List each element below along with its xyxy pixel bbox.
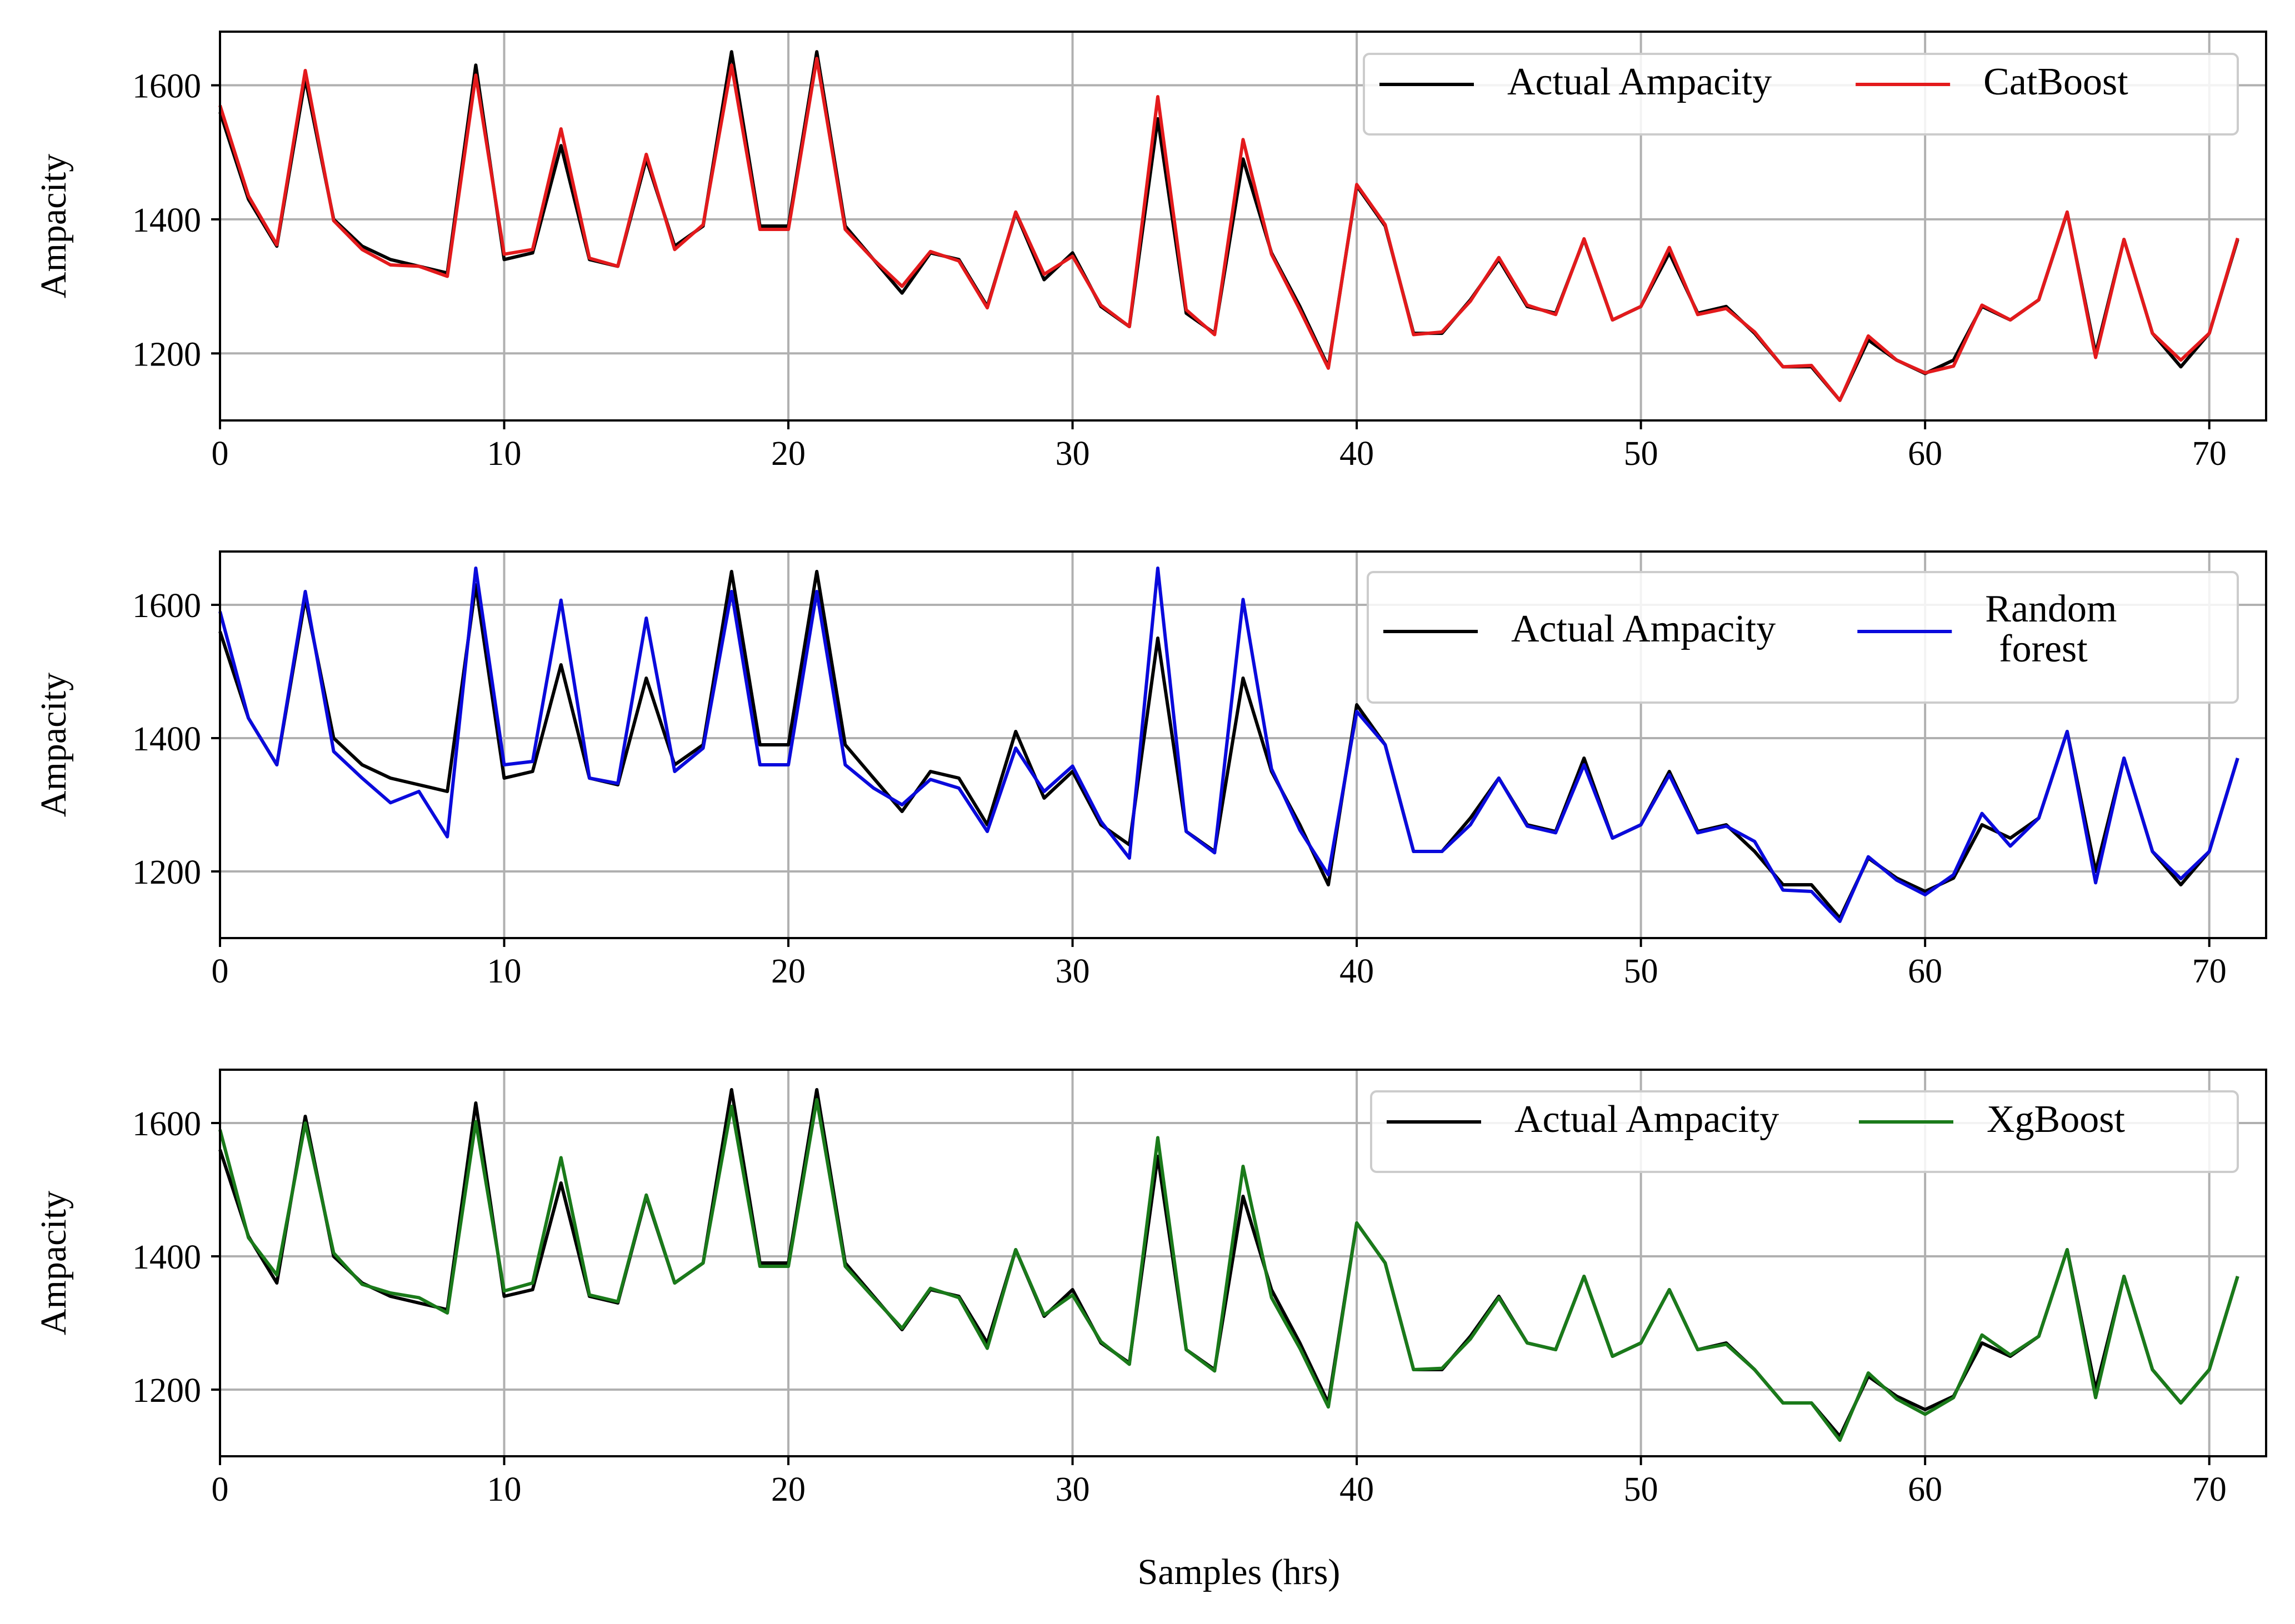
x-tick-label: 40 [1339, 435, 1374, 473]
x-axis-label: Samples (hrs) [1138, 1552, 1341, 1592]
chart-panel-1: 0 10 20 30 40 50 60 70 1200 1400 1600 Ampacity Actua… [33, 31, 2267, 473]
x-tick-label: 50 [1624, 953, 1658, 990]
x-tick-label: 30 [1056, 1471, 1090, 1508]
x-tick-label: 50 [1624, 435, 1658, 473]
plot-frame [219, 550, 2267, 939]
x-tick-label: 0 [212, 435, 229, 473]
legend-box [1370, 1090, 2239, 1173]
series-line-model [218, 567, 2239, 923]
y-tick-label: 1400 [132, 720, 201, 758]
y-tick-label: 1600 [132, 587, 201, 625]
x-tick-label: 70 [2192, 1471, 2227, 1508]
legend-box [1363, 53, 2239, 136]
y-tick-label: 1400 [132, 202, 201, 239]
series-line-model [218, 57, 2239, 402]
x-tick-label: 50 [1624, 1471, 1658, 1508]
plot-frame [219, 1069, 2267, 1457]
x-tick-label: 10 [487, 435, 522, 473]
x-tick-label: 60 [1908, 1471, 1942, 1508]
legend-label: Actual Ampacity [1511, 608, 1776, 650]
y-axis-label: Ampacity [33, 673, 74, 817]
y-tick-label: 1600 [132, 68, 201, 106]
legend: Actual Ampacity CatBoost [1363, 53, 2239, 136]
series-line-actual-ampacity [218, 570, 2239, 920]
x-tick-label: 60 [1908, 435, 1942, 473]
x-tick-label: 40 [1339, 953, 1374, 990]
y-tick-label: 1200 [132, 335, 201, 373]
y-tick-label: 1600 [132, 1105, 201, 1143]
x-tick-label: 0 [212, 953, 229, 990]
legend: Actual Ampacity Random forest [1367, 571, 2239, 704]
legend: Actual Ampacity XgBoost [1370, 1090, 2239, 1173]
x-tick-label: 0 [212, 1471, 229, 1508]
legend-label: Random forest [1985, 588, 2117, 670]
x-tick-label: 30 [1056, 435, 1090, 473]
x-tick-label: 10 [487, 953, 522, 990]
y-tick-label: 1200 [132, 1372, 201, 1410]
x-tick-label: 20 [771, 435, 806, 473]
x-tick-label: 60 [1908, 953, 1942, 990]
y-axis-label: Ampacity [33, 1191, 74, 1335]
y-tick-label: 1400 [132, 1239, 201, 1276]
x-tick-label: 10 [487, 1471, 522, 1508]
x-tick-label: 30 [1056, 953, 1090, 990]
legend-label: Actual Ampacity [1514, 1098, 1779, 1141]
legend-label: XgBoost [1987, 1098, 2125, 1141]
x-tick-label: 70 [2192, 953, 2227, 990]
legend-label: Actual Ampacity [1507, 61, 1772, 103]
chart-panels: 0 10 20 30 40 50 60 70 1200 1400 1600 Ampacity Actua… [33, 31, 2267, 1508]
plot-frame [219, 31, 2267, 422]
x-tick-label: 20 [771, 1471, 806, 1508]
x-tick-label: 40 [1339, 1471, 1374, 1508]
series-line-model [218, 1098, 2239, 1442]
x-tick-label: 70 [2192, 435, 2227, 473]
y-tick-label: 1200 [132, 854, 201, 891]
chart-panel-2: 0 10 20 30 40 50 60 70 1200 1400 1600 Ampacity Actua… [33, 550, 2267, 990]
series-line-actual-ampacity [218, 1088, 2239, 1438]
chart-panel-3: 0 10 20 30 40 50 60 70 1200 1400 1600 Ampacity Actua… [33, 1069, 2267, 1508]
x-tick-label: 20 [771, 953, 806, 990]
legend-box [1367, 571, 2239, 704]
y-axis-label: Ampacity [33, 154, 74, 298]
legend-label: CatBoost [1983, 61, 2128, 103]
